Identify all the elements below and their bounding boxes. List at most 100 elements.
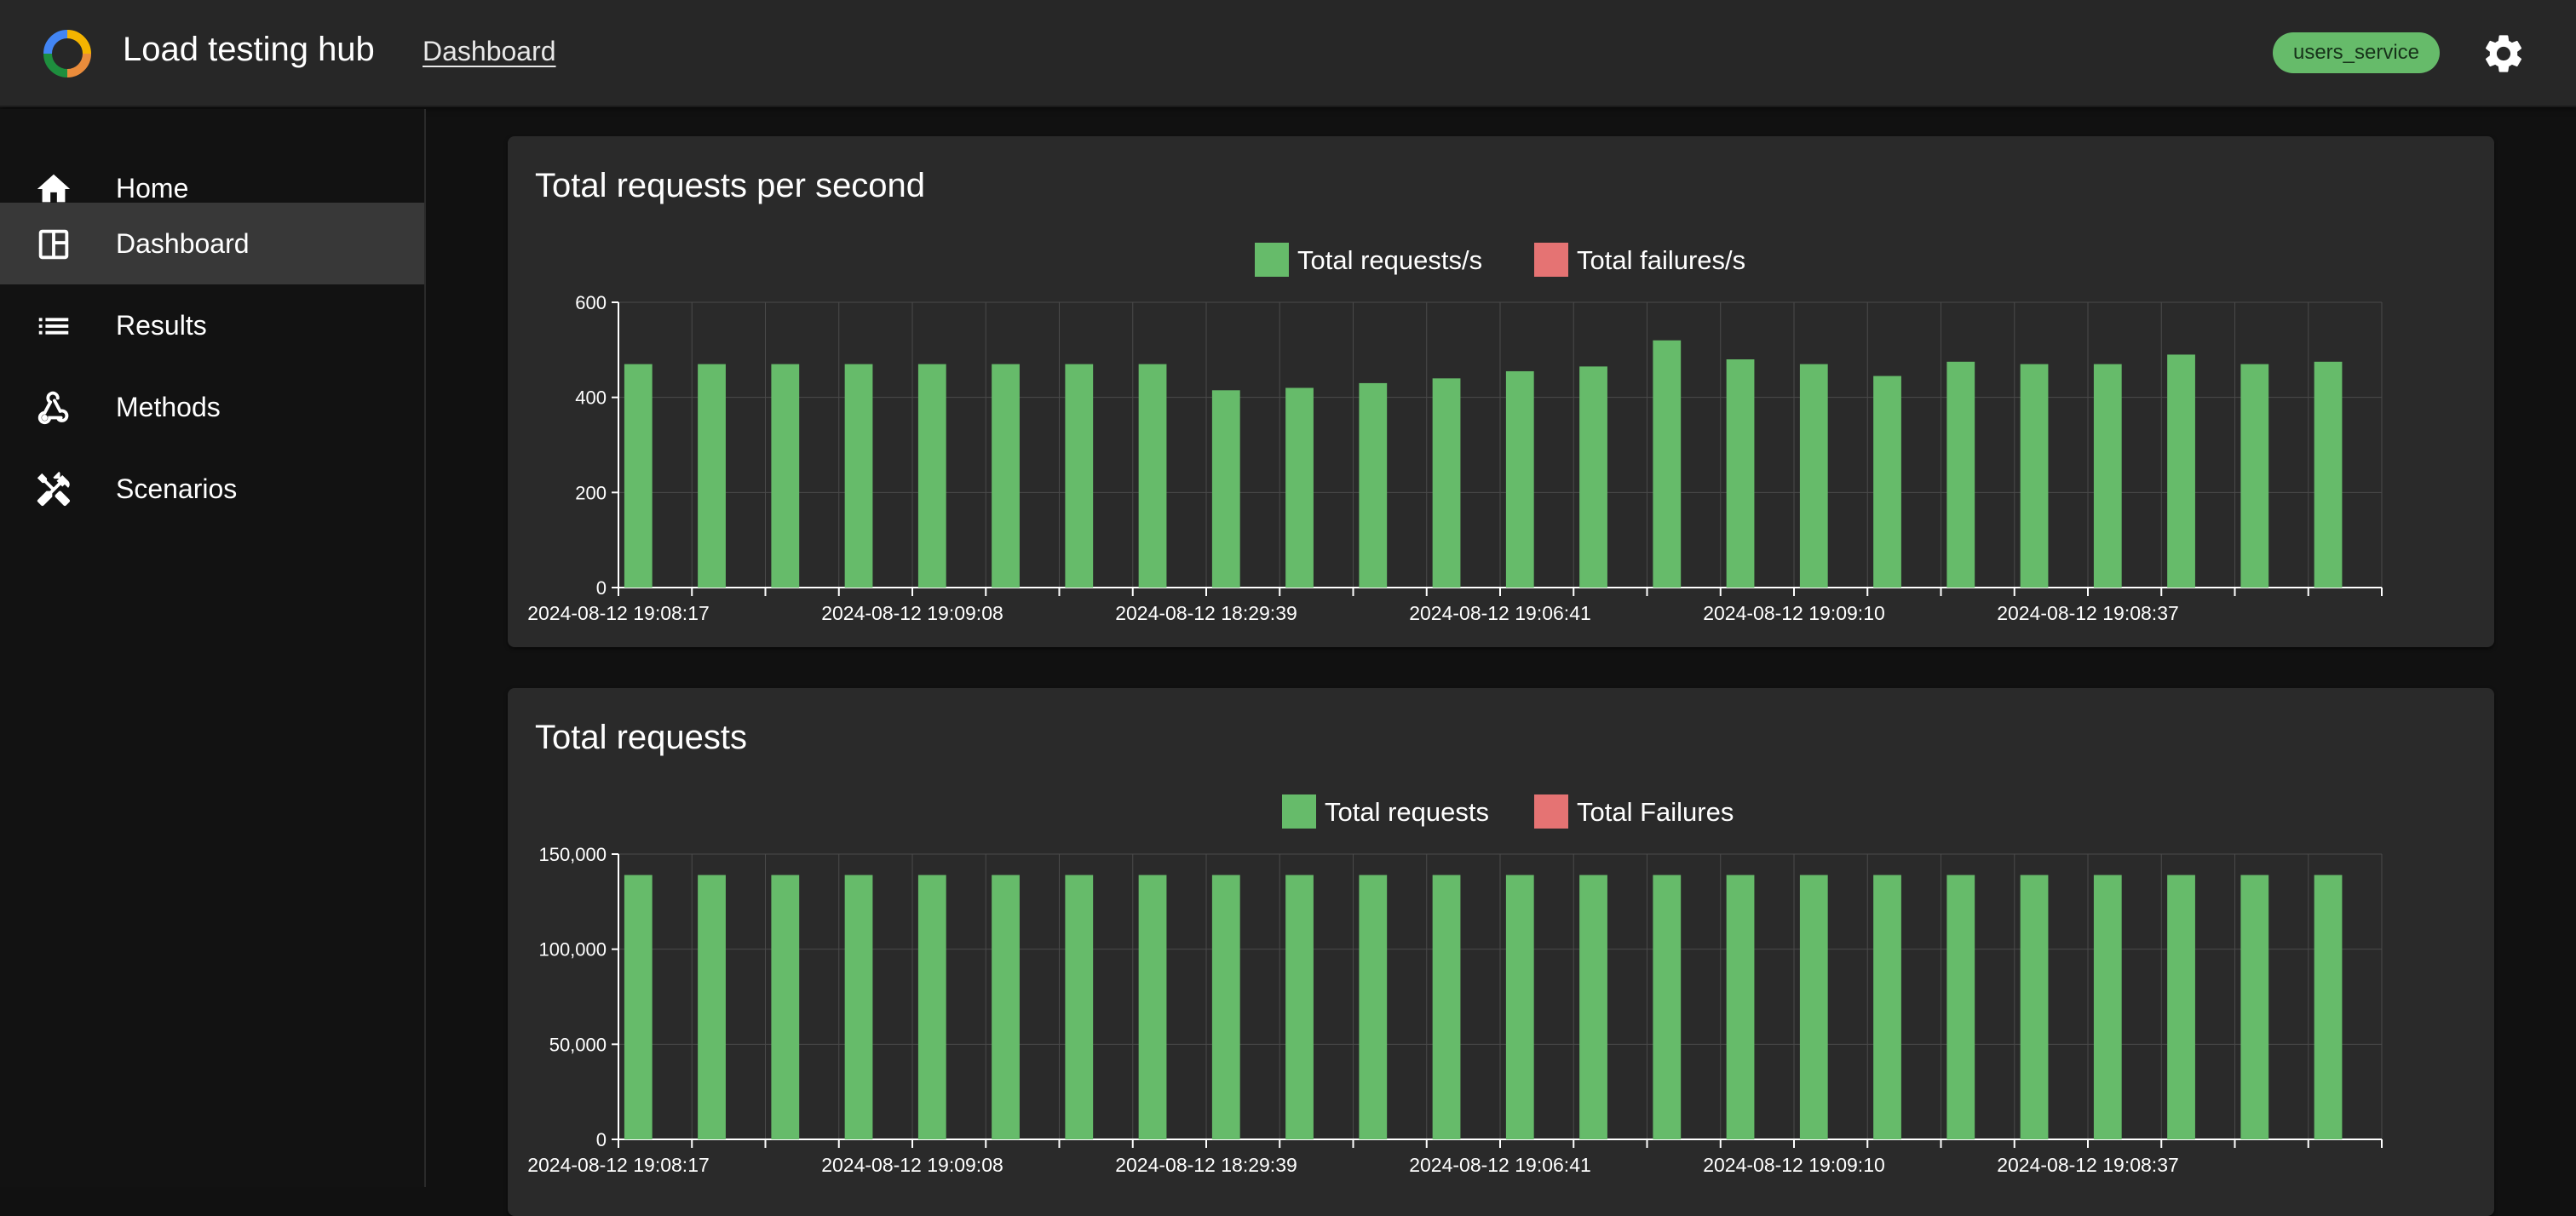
- chart-card-requests-per-second: Total requests per second Total requests…: [508, 136, 2494, 647]
- list-icon: [38, 318, 69, 335]
- bar[interactable]: [1653, 875, 1682, 1139]
- bar[interactable]: [2020, 364, 2049, 588]
- top-app-bar: Load testing hub Dashboard users_service: [0, 0, 2576, 107]
- bar[interactable]: [1432, 875, 1461, 1139]
- bar[interactable]: [2240, 875, 2269, 1139]
- x-tick-label: 2024-08-12 19:08:37: [1997, 1154, 2179, 1176]
- legend-label[interactable]: Total requests/s: [1297, 245, 1482, 275]
- bar[interactable]: [1653, 340, 1682, 588]
- bar[interactable]: [1138, 875, 1167, 1139]
- y-tick-label: 0: [596, 577, 607, 599]
- bar[interactable]: [698, 364, 726, 588]
- home-icon: [37, 174, 71, 203]
- requests-per-second-chart: Total requests/s Total failures/s 0 200 400 6…: [527, 243, 2383, 624]
- bar[interactable]: [917, 364, 946, 588]
- x-tick-label: 2024-08-12 18:29:39: [1115, 602, 1297, 624]
- bar[interactable]: [1065, 364, 1094, 588]
- bar[interactable]: [1873, 376, 1901, 588]
- x-tick-label: 2024-08-12 18:29:39: [1115, 1154, 1297, 1176]
- y-tick-label: 0: [596, 1129, 607, 1150]
- bar[interactable]: [1138, 364, 1167, 588]
- bar[interactable]: [1946, 875, 1975, 1139]
- sidebar-item-methods[interactable]: Methods: [0, 366, 424, 448]
- bar[interactable]: [844, 364, 873, 588]
- breadcrumb-dashboard-link[interactable]: Dashboard: [423, 36, 556, 66]
- y-tick-label: 400: [575, 387, 607, 409]
- y-tick-label: 100,000: [538, 939, 607, 961]
- x-tick-label: 2024-08-12 19:06:41: [1409, 602, 1591, 624]
- legend-label[interactable]: Total requests: [1325, 797, 1489, 827]
- y-tick-label: 600: [575, 292, 607, 313]
- legend-swatch[interactable]: [1534, 243, 1568, 277]
- bar[interactable]: [2093, 364, 2122, 588]
- app-title: Load testing hub: [123, 31, 375, 68]
- bar[interactable]: [1579, 366, 1607, 588]
- bar[interactable]: [1211, 390, 1240, 588]
- bar[interactable]: [2314, 875, 2343, 1139]
- sidebar-item-scenarios[interactable]: Scenarios: [0, 448, 424, 530]
- bar[interactable]: [1873, 875, 1901, 1139]
- bar[interactable]: [1946, 361, 1975, 588]
- bar[interactable]: [771, 875, 800, 1139]
- legend-label[interactable]: Total failures/s: [1577, 245, 1745, 275]
- bar[interactable]: [771, 364, 800, 588]
- gear-icon[interactable]: [2481, 31, 2527, 77]
- bar[interactable]: [2020, 875, 2049, 1139]
- x-tick-label: 2024-08-12 19:08:17: [527, 1154, 710, 1176]
- bar[interactable]: [1065, 875, 1094, 1139]
- legend-label[interactable]: Total Failures: [1577, 797, 1734, 827]
- sidebar-item-label: Scenarios: [116, 473, 238, 504]
- bar[interactable]: [2314, 361, 2343, 588]
- x-tick-label: 2024-08-12 19:09:10: [1703, 602, 1885, 624]
- legend-swatch[interactable]: [1282, 794, 1316, 829]
- x-tick-label: 2024-08-12 19:08:17: [527, 602, 710, 624]
- sidebar-item-label: Results: [116, 310, 207, 341]
- bar[interactable]: [1211, 875, 1240, 1139]
- legend-swatch[interactable]: [1534, 794, 1568, 829]
- webhook-icon: [37, 391, 69, 425]
- x-tick-label: 2024-08-12 19:09:08: [821, 602, 1003, 624]
- bar[interactable]: [624, 364, 653, 588]
- x-tick-label: 2024-08-12 19:09:08: [821, 1154, 1003, 1176]
- bar[interactable]: [992, 875, 1020, 1139]
- chart-title: Total requests per second: [535, 167, 926, 204]
- bar[interactable]: [1726, 359, 1755, 588]
- bar[interactable]: [992, 364, 1020, 588]
- bar[interactable]: [1579, 875, 1607, 1139]
- legend-swatch[interactable]: [1255, 243, 1289, 277]
- chart-card-total-requests: Total requests Total requests Total Failu…: [508, 688, 2494, 1216]
- bar[interactable]: [1799, 364, 1828, 588]
- bar[interactable]: [1432, 378, 1461, 588]
- x-tick-label: 2024-08-12 19:06:41: [1409, 1154, 1591, 1176]
- sidebar-item-label: Methods: [116, 392, 221, 422]
- y-tick-label: 200: [575, 482, 607, 503]
- sidebar-item-results[interactable]: Results: [0, 284, 424, 366]
- x-tick-label: 2024-08-12 19:08:37: [1997, 602, 2179, 624]
- sidebar-nav: Home Dashboard Results Methods Scenarios: [0, 109, 426, 1187]
- sidebar-item-dashboard[interactable]: Dashboard: [0, 203, 424, 284]
- bar[interactable]: [1285, 387, 1314, 588]
- sidebar-item-home[interactable]: Home: [0, 147, 424, 229]
- bar[interactable]: [1505, 875, 1534, 1139]
- bar[interactable]: [698, 875, 726, 1139]
- bar[interactable]: [1726, 875, 1755, 1139]
- bar[interactable]: [1359, 382, 1388, 588]
- bar[interactable]: [1359, 875, 1388, 1139]
- ring-logo-icon[interactable]: [41, 27, 94, 80]
- y-tick-label: 150,000: [538, 844, 607, 865]
- bar[interactable]: [1285, 875, 1314, 1139]
- dashboard-icon: [38, 229, 69, 260]
- sidebar-item-label: Dashboard: [116, 228, 250, 259]
- chart-title: Total requests: [535, 719, 748, 756]
- bar[interactable]: [2240, 364, 2269, 588]
- bar[interactable]: [2167, 875, 2195, 1139]
- service-badge[interactable]: users_service: [2273, 32, 2440, 73]
- y-tick-label: 50,000: [549, 1034, 607, 1055]
- bar[interactable]: [2093, 875, 2122, 1139]
- bar[interactable]: [624, 875, 653, 1139]
- bar[interactable]: [1505, 370, 1534, 588]
- bar[interactable]: [1799, 875, 1828, 1139]
- bar[interactable]: [844, 875, 873, 1139]
- bar[interactable]: [917, 875, 946, 1139]
- bar[interactable]: [2167, 354, 2195, 588]
